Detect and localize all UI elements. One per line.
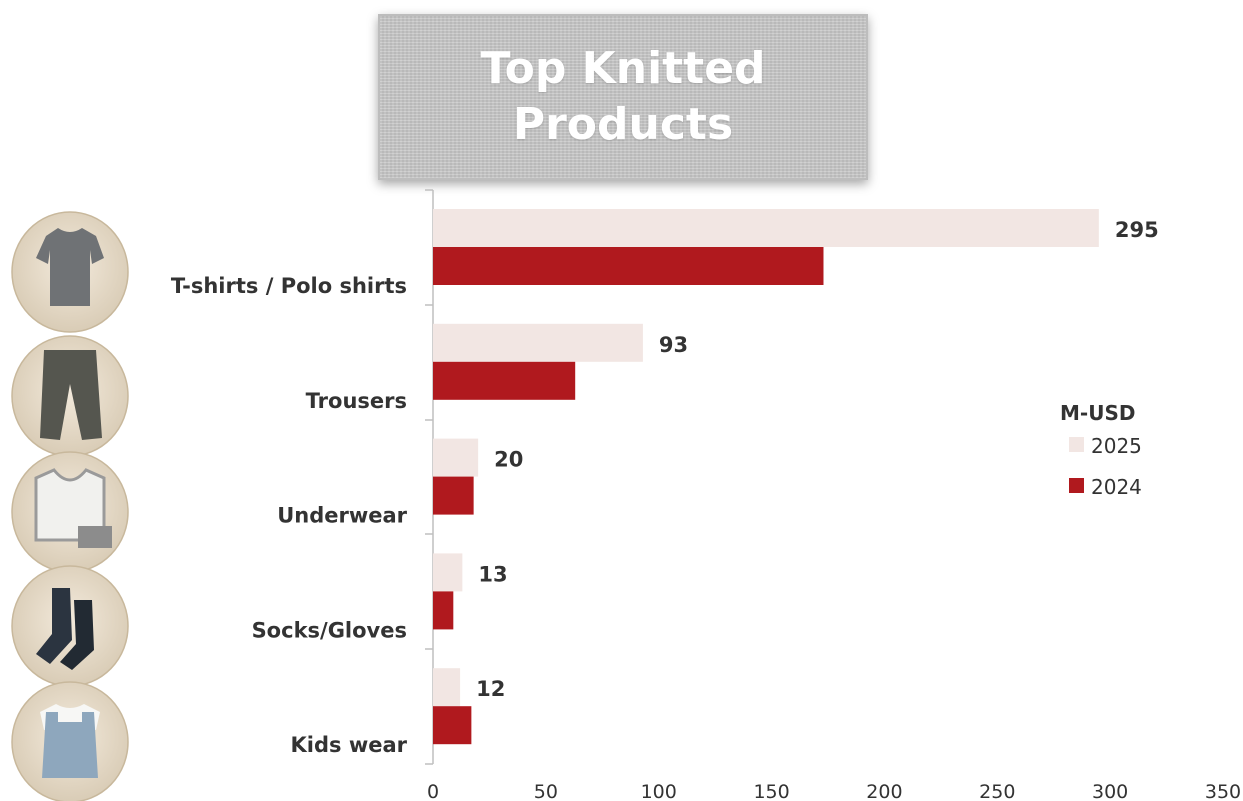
icon-column	[11, 211, 129, 801]
x-tick-label: 200	[866, 781, 902, 801]
legend-label-2025: 2025	[1091, 434, 1142, 458]
x-tick-label: 300	[1092, 781, 1128, 801]
x-tick-label: 50	[534, 781, 558, 801]
chart-title: Top Knitted Products	[480, 43, 766, 150]
data-label: 93	[659, 333, 688, 357]
bar-t-shirts-polo-shirts-2025	[433, 209, 1099, 247]
legend: M-USD 2025 2024	[1060, 401, 1142, 499]
bar-underwear-2024	[433, 476, 474, 515]
bar-socks-gloves-2025	[433, 553, 463, 592]
underwear-icon	[11, 451, 129, 573]
category-label: Trousers	[306, 389, 407, 413]
title-banner: Top Knitted Products	[378, 14, 868, 180]
bar-socks-gloves-2024	[433, 591, 454, 630]
category-label: T-shirts / Polo shirts	[171, 274, 407, 298]
x-tick-label: 0	[427, 781, 439, 801]
x-tick-label: 150	[753, 781, 789, 801]
t-shirt-icon	[11, 211, 129, 333]
category-label: Kids wear	[291, 733, 408, 757]
bar-trousers-2024	[433, 361, 576, 400]
bar-kids-wear-2024	[433, 706, 472, 745]
trousers-icon	[11, 335, 129, 457]
legend-label-2024: 2024	[1091, 475, 1142, 499]
x-tick-label: 350	[1205, 781, 1241, 801]
kids-wear-icon	[11, 681, 129, 801]
legend-title: M-USD	[1060, 401, 1135, 425]
labels: T-shirts / Polo shirts 295 Trousers 93 Under…	[171, 218, 1241, 801]
bars	[433, 209, 1099, 745]
x-tick-label: 250	[979, 781, 1015, 801]
data-label: 20	[494, 448, 523, 472]
category-label: Underwear	[277, 504, 407, 528]
bar-t-shirts-polo-shirts-2024	[433, 247, 824, 285]
data-label: 13	[478, 562, 507, 586]
bar-trousers-2025	[433, 323, 643, 362]
data-label: 295	[1115, 218, 1159, 242]
legend-swatch-2025	[1069, 437, 1084, 452]
category-label: Socks/Gloves	[252, 618, 407, 642]
x-tick-label: 100	[641, 781, 677, 801]
data-label: 12	[476, 677, 505, 701]
legend-swatch-2024	[1069, 478, 1084, 493]
bar-underwear-2025	[433, 438, 479, 477]
socks-icon	[11, 565, 129, 687]
bar-kids-wear-2025	[433, 668, 461, 707]
